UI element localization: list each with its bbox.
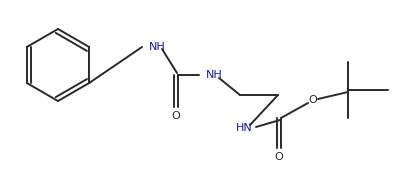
Text: NH: NH (205, 70, 222, 80)
Text: O: O (171, 111, 180, 121)
Text: O: O (274, 152, 283, 162)
Text: O: O (308, 95, 317, 105)
Text: HN: HN (235, 123, 252, 133)
Text: NH: NH (149, 42, 165, 52)
